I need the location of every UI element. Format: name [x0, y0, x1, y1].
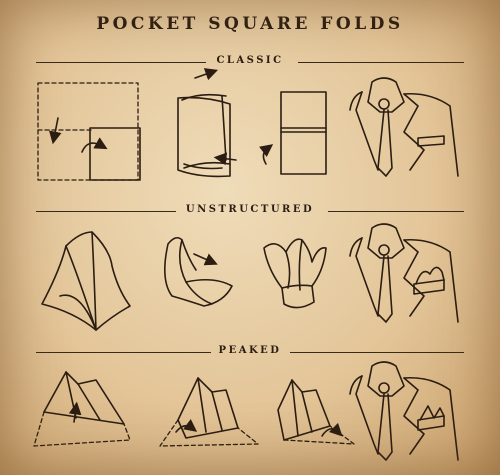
section-label-peaked: PEAKED [218, 345, 282, 356]
peaked-jacket [349, 361, 459, 461]
peaked-step-1 [33, 371, 131, 447]
classic-step-2 [177, 68, 237, 178]
unstructured-step-2 [164, 236, 233, 307]
section-label-classic: CLASSIC [216, 55, 284, 66]
classic-step-3 [259, 91, 327, 175]
classic-rule-right [298, 62, 464, 63]
peaked-rule-right [290, 352, 464, 353]
classic-rule-left [36, 62, 206, 63]
peaked-step-3 [277, 379, 355, 445]
unstructured-jacket [349, 223, 459, 323]
unstructured-rule-right [328, 211, 464, 212]
unstructured-step-3 [263, 238, 327, 309]
unstructured-step-1 [41, 231, 131, 331]
classic-jacket [349, 77, 459, 177]
page-title: POCKET SQUARE FOLDS [96, 14, 404, 34]
section-label-unstructured: UNSTRUCTURED [185, 204, 315, 215]
unstructured-rule-left [36, 211, 176, 212]
peaked-rule-left [36, 352, 211, 353]
classic-step-1 [37, 82, 141, 181]
peaked-step-2 [159, 377, 259, 447]
